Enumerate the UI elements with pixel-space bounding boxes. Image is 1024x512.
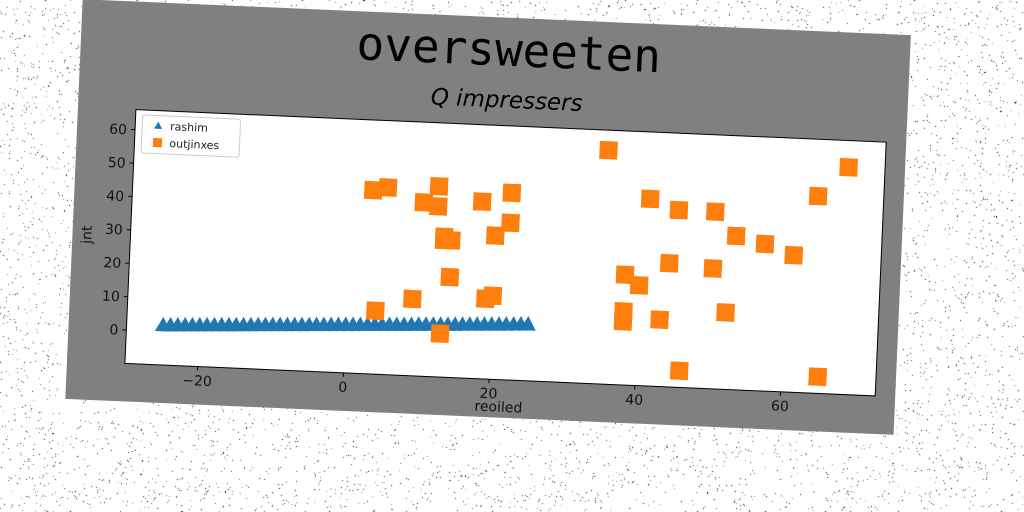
y-tick-label: 20 [103,255,121,272]
point-outjinxes [502,183,522,203]
point-outjinxes [784,245,804,265]
x-tick-label: 40 [625,392,643,409]
point-outjinxes [629,275,649,295]
y-tick-label: 0 [109,322,119,338]
point-outjinxes [428,197,448,216]
y-tick-label: 30 [105,222,123,239]
point-outjinxes [434,227,454,247]
point-outjinxes [485,226,505,246]
legend-square [152,137,163,148]
x-tick-label: 60 [771,398,789,415]
point-outjinxes [755,234,775,254]
point-outjinxes [839,157,859,177]
point-outjinxes [808,367,828,387]
legend-triangle [154,121,163,130]
point-outjinxes [402,289,422,309]
point-outjinxes [378,178,398,197]
point-outjinxes [472,192,492,211]
y-tick-label: 40 [106,188,124,205]
point-outjinxes [669,200,689,220]
point-outjinxes [726,226,746,246]
point-outjinxes [669,361,689,381]
x-tick-label: 0 [338,380,348,396]
point-outjinxes [640,189,660,209]
point-outjinxes [615,265,635,285]
y-tick-label: 50 [107,155,125,172]
chart-title: oversweeten [356,16,663,83]
point-outjinxes [599,140,618,160]
legend-label-outjinxes: outjinxes [169,137,219,152]
x-axis-label: reoiled [474,399,523,417]
axis-ticks: −20 0 20 40 60 0 10 20 30 40 50 60 [102,122,789,416]
point-outjinxes [440,267,460,287]
legend-marker-rashim [154,121,163,130]
legend: rashim outjinxes [140,114,242,158]
legend-marker-outjinxes [152,137,163,148]
point-outjinxes [501,213,520,233]
point-outjinxes [650,310,669,330]
y-tick-label: 10 [102,289,120,306]
point-outjinxes [613,312,633,331]
point-outjinxes [363,180,383,200]
point-outjinxes [365,301,385,321]
point-outjinxes [808,186,828,206]
point-outjinxes [659,253,679,273]
y-axis-label: jnt [79,225,96,245]
point-outjinxes [430,324,450,343]
point-outjinxes [483,286,503,306]
point-outjinxes [705,202,725,222]
data-marks [154,140,859,387]
legend-label-rashim: rashim [170,120,208,135]
point-rashim [519,316,536,331]
point-outjinxes [414,193,434,212]
y-tick-label: 60 [109,122,127,139]
point-outjinxes [429,176,449,196]
x-tick-label: −20 [182,373,212,390]
point-outjinxes [703,259,723,278]
x-tick-label: 20 [479,386,497,403]
legend-box [140,114,242,158]
point-outjinxes [716,303,735,322]
